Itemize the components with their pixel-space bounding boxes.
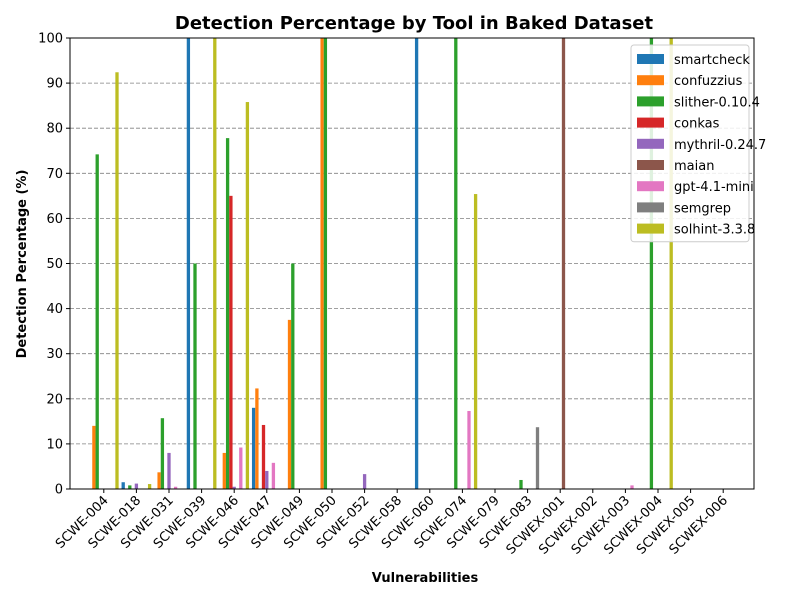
bar — [320, 38, 324, 489]
bar — [115, 72, 119, 489]
chart-title: Detection Percentage by Tool in Baked Da… — [175, 13, 654, 34]
legend: smartcheck confuzzius slither-0.10.4 conkas… — [630, 44, 766, 243]
bar — [128, 485, 132, 489]
bar — [649, 38, 654, 489]
bar — [261, 424, 266, 489]
bar — [414, 38, 419, 489]
bar — [186, 38, 191, 489]
legend-label: confuzzius — [674, 74, 743, 89]
bar — [245, 102, 250, 490]
bar — [160, 418, 165, 489]
legend-label: semgrep — [674, 201, 731, 216]
y-tick-label: 90 — [46, 77, 63, 92]
x-axis-label: Vulnerabilities — [372, 571, 479, 586]
bar — [167, 452, 171, 489]
bar — [561, 38, 566, 489]
bar — [519, 479, 523, 489]
bar — [225, 138, 230, 489]
bar — [239, 447, 243, 489]
y-tick-label: 20 — [46, 392, 63, 407]
bar — [232, 486, 236, 489]
bar — [362, 474, 367, 489]
bar — [630, 485, 634, 489]
legend-label: mythril-0.24.7 — [674, 138, 766, 153]
y-tick-label: 100 — [38, 32, 63, 47]
bar — [92, 425, 96, 489]
y-tick-label: 0 — [55, 483, 63, 498]
bar — [95, 154, 99, 489]
legend-swatch — [637, 138, 664, 149]
legend-swatch — [637, 75, 664, 86]
bar — [535, 427, 540, 489]
y-tick-label: 40 — [46, 302, 63, 317]
legend-swatch — [637, 117, 664, 128]
y-axis-ticks: 0 10 20 30 40 50 60 70 80 90 100 — [38, 32, 70, 498]
legend-swatch — [637, 96, 664, 107]
legend-label: slither-0.10.4 — [674, 95, 760, 110]
bar — [157, 472, 161, 489]
legend-swatch — [637, 223, 664, 234]
legend-label: solhint-3.3.8 — [674, 223, 755, 238]
bar — [193, 263, 197, 489]
legend-label: conkas — [674, 117, 720, 132]
bar — [147, 484, 152, 489]
bar — [134, 483, 139, 489]
x-axis-ticks: SCWE-004SCWE-018SCWE-031SCWE-039SCWE-046… — [53, 489, 731, 558]
legend-label: gpt-4.1-mini — [674, 180, 754, 195]
bar — [173, 486, 178, 489]
y-tick-label: 60 — [46, 212, 63, 227]
y-tick-label: 70 — [46, 167, 63, 182]
bar — [467, 410, 471, 489]
bar — [323, 38, 328, 489]
bar — [251, 407, 256, 489]
bar — [222, 452, 226, 489]
bar — [213, 38, 217, 489]
bar — [454, 38, 458, 489]
y-tick-label: 80 — [46, 122, 63, 137]
bar — [473, 194, 478, 489]
legend-swatch — [637, 202, 664, 213]
legend-swatch — [637, 181, 664, 192]
y-tick-label: 50 — [46, 257, 63, 272]
legend-swatch — [637, 160, 664, 170]
legend-label: maian — [674, 159, 714, 174]
legend-label: smartcheck — [674, 53, 750, 68]
bars — [92, 38, 673, 490]
legend-box — [630, 44, 750, 243]
legend-swatch — [637, 54, 664, 64]
bar — [287, 319, 292, 489]
bar — [271, 462, 276, 489]
bar — [669, 38, 673, 489]
y-tick-label: 30 — [46, 347, 63, 362]
y-axis-label: Detection Percentage (%) — [15, 170, 30, 359]
y-tick-label: 10 — [46, 437, 63, 452]
bar — [291, 263, 295, 489]
bar — [255, 388, 259, 489]
bar — [265, 470, 269, 489]
bar — [229, 195, 233, 489]
bar — [121, 482, 125, 489]
